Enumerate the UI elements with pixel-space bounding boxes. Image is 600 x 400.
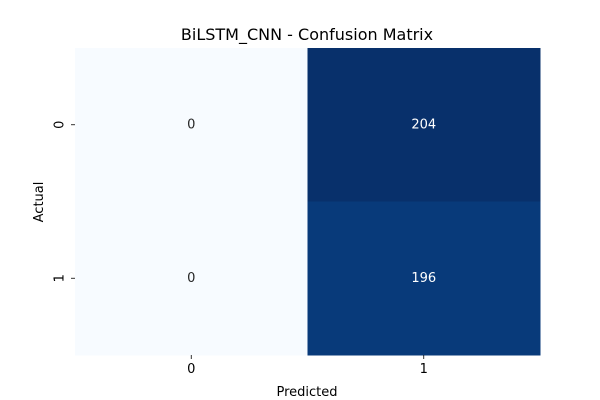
x-tick-label-1: 1 xyxy=(420,362,428,377)
heatmap-cells xyxy=(75,48,541,356)
heatmap-cell-r0-c0 xyxy=(75,48,308,202)
heatmap-cell-r1-c0 xyxy=(75,201,308,356)
y-tick-label-0: 0 xyxy=(53,121,68,129)
chart-title: BiLSTM_CNN - Confusion Matrix xyxy=(181,25,433,45)
y-axis-ticks: 01 xyxy=(53,121,75,282)
heatmap-cell-r0-c1 xyxy=(307,48,541,202)
y-tick-label-1: 1 xyxy=(53,274,68,282)
cell-value-r0-c0: 0 xyxy=(187,117,195,132)
x-axis-label: Predicted xyxy=(276,385,337,400)
x-tick-label-0: 0 xyxy=(187,362,195,377)
y-axis-label: Actual xyxy=(32,182,47,223)
cell-value-r1-c1: 196 xyxy=(411,271,436,286)
heatmap-cell-r1-c1 xyxy=(307,201,541,356)
cell-value-r1-c0: 0 xyxy=(187,271,195,286)
cell-value-r0-c1: 204 xyxy=(411,117,436,132)
heatmap-cell-labels: 0 204 0 196 xyxy=(187,117,436,286)
